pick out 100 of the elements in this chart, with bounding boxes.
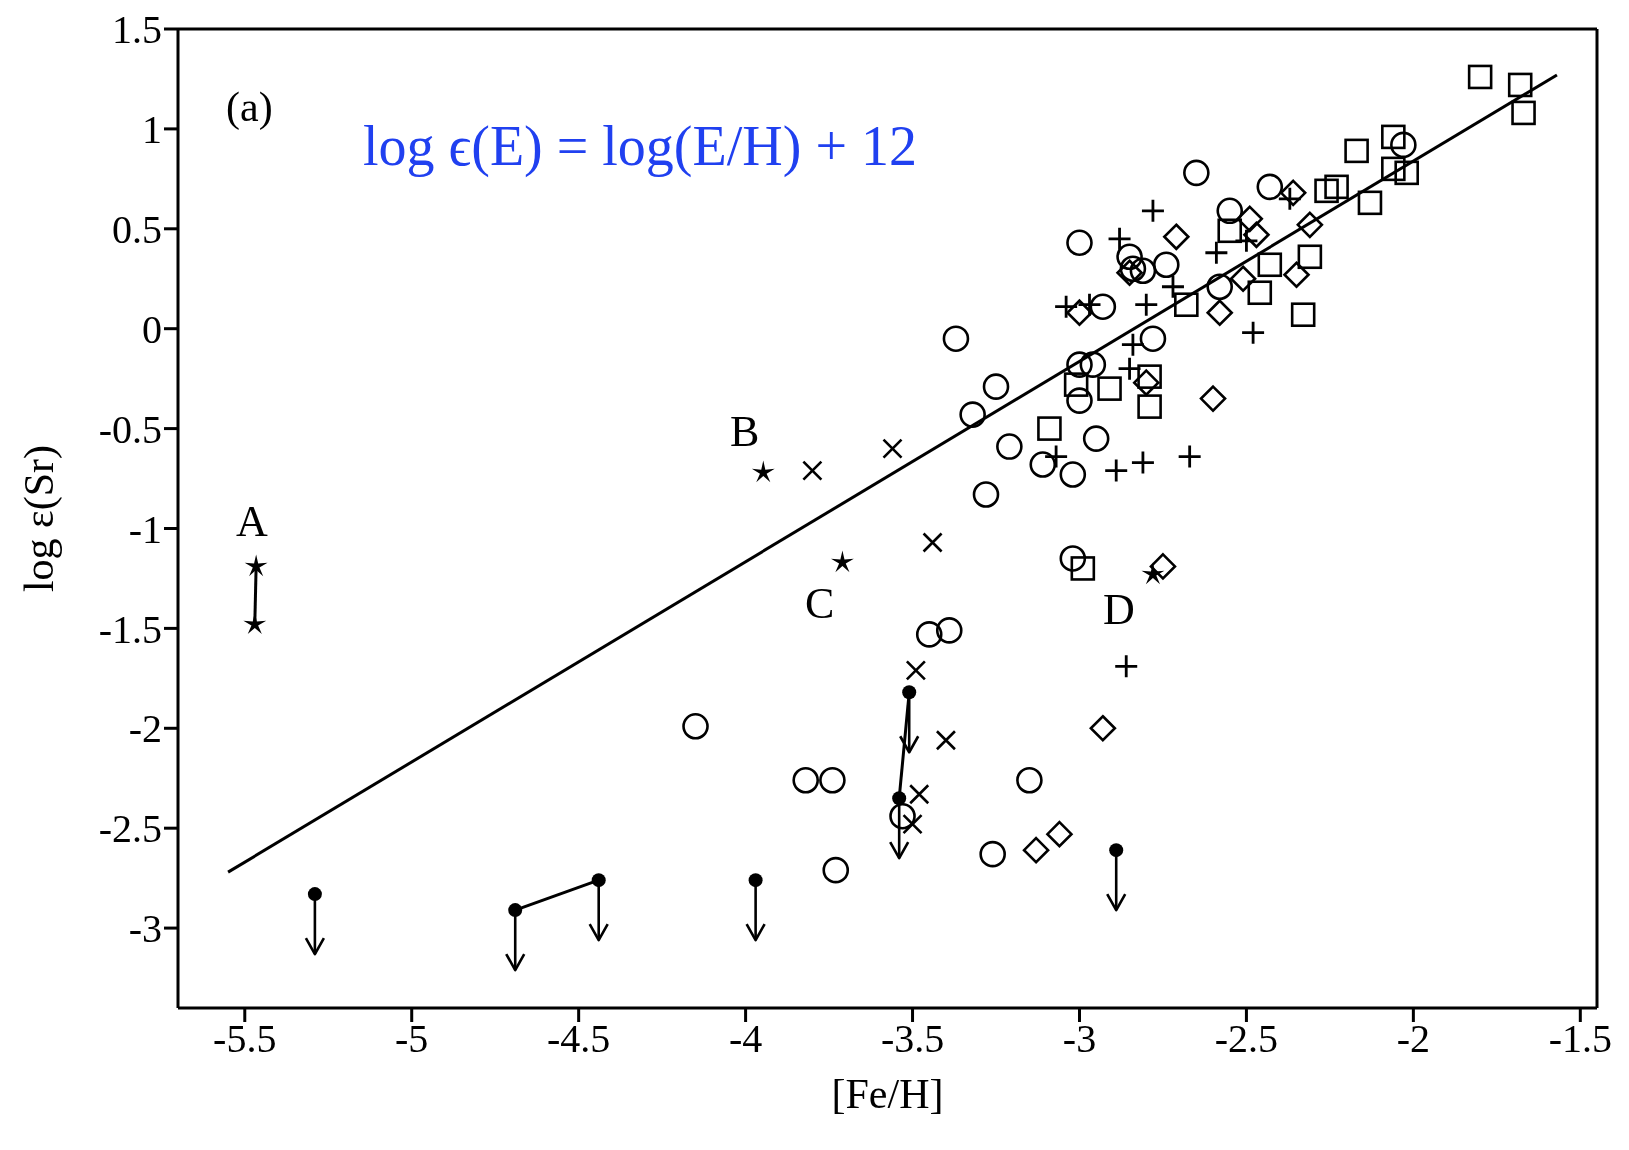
point [1467, 64, 1493, 90]
point [905, 660, 927, 681]
point [1109, 843, 1124, 858]
point [1066, 351, 1093, 378]
point [1046, 820, 1073, 848]
point [1163, 223, 1190, 251]
point [1243, 221, 1270, 249]
point [1066, 229, 1093, 257]
point [1118, 357, 1141, 380]
point [908, 783, 930, 805]
y-tick-label: -2.5 [98, 806, 162, 852]
point [1217, 218, 1243, 244]
point [1121, 333, 1144, 356]
point [1135, 293, 1158, 316]
y-tick-label: -1.5 [98, 606, 162, 652]
point [1511, 100, 1536, 126]
point [751, 460, 775, 483]
point [831, 550, 854, 573]
point [1149, 553, 1177, 580]
point [1324, 174, 1349, 200]
point [1108, 227, 1131, 250]
point [1079, 351, 1107, 378]
point [1507, 72, 1533, 98]
point [1037, 416, 1062, 441]
point [1066, 299, 1093, 327]
point [1097, 376, 1122, 401]
point [1089, 714, 1117, 742]
annotation: D [1103, 585, 1135, 634]
point [792, 766, 819, 794]
point [1174, 292, 1199, 318]
point [942, 325, 970, 352]
point [1381, 124, 1406, 150]
point [748, 873, 763, 888]
point [1178, 445, 1201, 468]
y-tick-label: 1.5 [112, 7, 162, 53]
point [922, 532, 943, 553]
point [802, 460, 823, 481]
point [1290, 302, 1316, 328]
point [1183, 159, 1210, 187]
point [935, 617, 963, 644]
y-tick-label: -3 [128, 906, 162, 952]
point [1137, 394, 1162, 419]
annotation: A [236, 497, 268, 546]
point [1152, 251, 1180, 279]
point [244, 554, 268, 577]
y-tick-label: -0.5 [98, 406, 162, 452]
point [1116, 243, 1143, 271]
point [1229, 265, 1257, 293]
point [1055, 295, 1078, 318]
point [1063, 372, 1089, 397]
point [682, 712, 709, 740]
y-tick-label: 0.5 [112, 207, 162, 252]
point [591, 873, 606, 888]
x-tick-label: -5 [395, 1016, 429, 1062]
annotation: log ϵ(E) = log(E/H) + 12 [363, 115, 917, 177]
point [1089, 293, 1117, 321]
point [1129, 257, 1157, 285]
point [1029, 451, 1057, 478]
point [889, 802, 916, 830]
point [1283, 261, 1310, 289]
point [1381, 156, 1406, 182]
point [1247, 280, 1273, 306]
point [1394, 160, 1419, 186]
point [1206, 273, 1234, 301]
x-tick-label: -2.5 [1214, 1016, 1279, 1062]
point [1205, 241, 1228, 264]
point [1022, 836, 1050, 864]
point [1016, 766, 1043, 794]
point [982, 373, 1010, 400]
x-tick-label: -2 [1396, 1016, 1431, 1062]
point [1344, 138, 1369, 164]
point [1132, 369, 1160, 396]
point [819, 766, 846, 794]
point [1141, 199, 1164, 222]
point [1390, 131, 1417, 159]
point [959, 401, 986, 428]
point [1216, 197, 1244, 225]
point [1045, 445, 1068, 468]
point [1314, 178, 1339, 204]
point [1357, 190, 1383, 216]
y-tick-label: -1 [128, 506, 162, 552]
point [1257, 252, 1283, 278]
point [1199, 385, 1227, 412]
point [1105, 459, 1128, 482]
point [822, 856, 850, 884]
point [1242, 321, 1265, 344]
point [1082, 425, 1110, 452]
point [1256, 173, 1284, 201]
point [1059, 461, 1087, 488]
point [1236, 205, 1264, 233]
x-tick-label: -4.5 [546, 1016, 611, 1062]
point [508, 903, 523, 918]
x-tick-label: -3.5 [880, 1016, 945, 1062]
y-axis-title: log ε(Sr) [15, 444, 63, 593]
annotation: C [805, 579, 835, 628]
y-tick-label: 1 [142, 107, 162, 153]
x-tick-label: -3 [1062, 1016, 1097, 1062]
point [1137, 364, 1162, 389]
x-tick-label: -4 [728, 1016, 763, 1062]
point [892, 791, 907, 806]
